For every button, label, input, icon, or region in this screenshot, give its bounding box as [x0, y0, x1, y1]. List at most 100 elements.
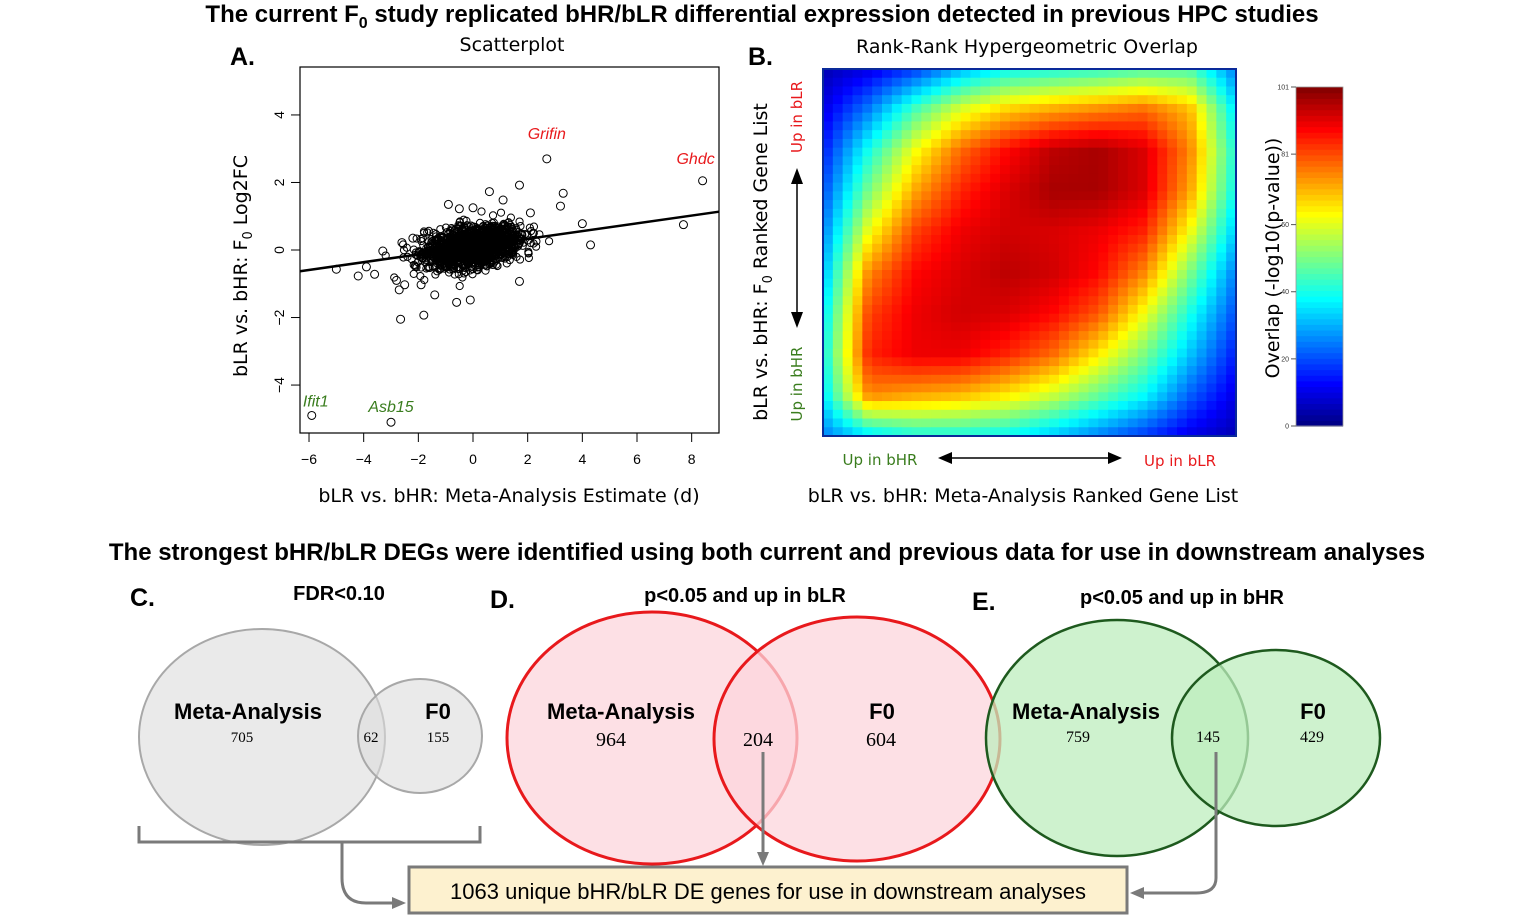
heatmap-cell [1098, 261, 1109, 271]
heatmap-cell [1039, 261, 1050, 271]
heatmap-cell [901, 226, 913, 236]
heatmap-cell [1206, 130, 1217, 140]
heatmap-cell [872, 401, 883, 411]
heatmap-cell [1167, 243, 1178, 254]
heatmap-cell [1000, 374, 1011, 385]
heatmap-cell [1039, 357, 1050, 367]
heatmap-cell [1108, 409, 1119, 420]
heatmap-cell [990, 173, 1001, 184]
heatmap-cell [1078, 69, 1090, 79]
heatmap-cell [1078, 173, 1090, 184]
heatmap-cell [980, 383, 991, 393]
heatmap-cell [990, 383, 1001, 393]
heatmap-cell [1059, 191, 1070, 201]
heatmap-cell [990, 313, 1001, 324]
heatmap-cell [901, 401, 913, 411]
scatter-point [514, 276, 524, 286]
colorbar-frame [1295, 86, 1344, 427]
heatmap-cell [921, 130, 932, 140]
heatmap-cell [1186, 69, 1198, 79]
heatmap-cell [960, 112, 972, 123]
heatmap-cell [931, 138, 942, 149]
heatmap-cell [1177, 235, 1188, 245]
colorbar-segment [1296, 92, 1343, 99]
scatter-point [488, 211, 498, 220]
heatmap-cell [1157, 182, 1168, 192]
heatmap-cell [1157, 112, 1168, 123]
scatter-point [458, 234, 467, 243]
heatmap-cell [842, 357, 854, 367]
heatmap-cell [941, 77, 952, 88]
heatmap-cell [1019, 322, 1031, 332]
heatmap-cell [931, 409, 942, 420]
regression-line [299, 210, 720, 273]
heatmap-cell [1137, 173, 1149, 184]
heatmap-cell [1216, 357, 1227, 367]
heatmap-cell [1137, 383, 1149, 393]
heatmap-cell [872, 304, 883, 315]
heatmap-cell [921, 165, 932, 175]
heatmap-cell [1088, 147, 1099, 157]
heatmap-cell [1157, 235, 1168, 245]
heatmap-cell [1157, 86, 1168, 96]
heatmap-cell [941, 296, 952, 306]
heatmap-cell [1000, 191, 1011, 201]
heatmap-cell [1000, 348, 1011, 358]
heatmap-cell [852, 269, 863, 280]
heatmap-cell [1009, 217, 1021, 227]
heatmap-cell [911, 138, 922, 149]
heatmap-cell [970, 269, 981, 280]
heatmap-cell [1049, 348, 1060, 358]
heatmap-cell [1088, 313, 1099, 324]
heatmap-cell [1019, 226, 1031, 236]
heatmap-cell [1098, 401, 1109, 411]
heatmap-cell [931, 208, 942, 219]
heatmap-cell [921, 95, 932, 105]
scatter-point [586, 240, 596, 250]
heatmap-cell [1196, 287, 1208, 297]
heatmap-cell [931, 322, 942, 332]
connectors [137, 752, 1218, 905]
heatmap-cell [1019, 269, 1031, 280]
heatmap-cell [1098, 130, 1109, 140]
heatmap-cell [950, 69, 962, 79]
heatmap-cell [941, 392, 952, 402]
heatmap-cell [980, 138, 991, 149]
heatmap-cell [901, 427, 913, 437]
heatmap-cell [1108, 200, 1119, 210]
heatmap-cell [1118, 304, 1129, 315]
heatmap-cell [1068, 86, 1080, 96]
heatmap-cell [1167, 69, 1178, 79]
heatmap-cell [882, 191, 893, 201]
heatmap-cell [1216, 121, 1227, 131]
heatmap-cell [862, 86, 873, 96]
heatmap-cell [832, 304, 844, 315]
heatmap-cell [950, 304, 962, 315]
heatmap-cell [1059, 138, 1070, 149]
heatmap-cell [882, 86, 893, 96]
heatmap-cell [970, 200, 981, 210]
heatmap-cell [1226, 95, 1237, 105]
heatmap-cell [1039, 331, 1050, 341]
heatmap-cell [1157, 287, 1168, 297]
heatmap-cell [1167, 383, 1178, 393]
heatmap-cell [921, 366, 932, 376]
heatmap-cell [823, 226, 834, 236]
heatmap-cell [990, 261, 1001, 271]
heatmap-cell [931, 357, 942, 367]
heatmap-cell [950, 374, 962, 385]
heatmap-cell [980, 243, 991, 254]
heatmap-cell [832, 374, 844, 385]
heatmap-cell [1186, 77, 1198, 88]
heatmap-cell [1137, 191, 1149, 201]
heatmap-cell [921, 322, 932, 332]
colorbar-segment [1296, 267, 1343, 275]
heatmap-cell [852, 366, 863, 376]
heatmap-cell [1177, 261, 1188, 271]
heatmap-cell [1216, 261, 1227, 271]
heatmap-cell [921, 112, 932, 123]
heatmap-cell [1039, 112, 1050, 123]
heatmap-cell [872, 130, 883, 140]
heatmap-cell [832, 322, 844, 332]
heatmap-cell [842, 339, 854, 350]
